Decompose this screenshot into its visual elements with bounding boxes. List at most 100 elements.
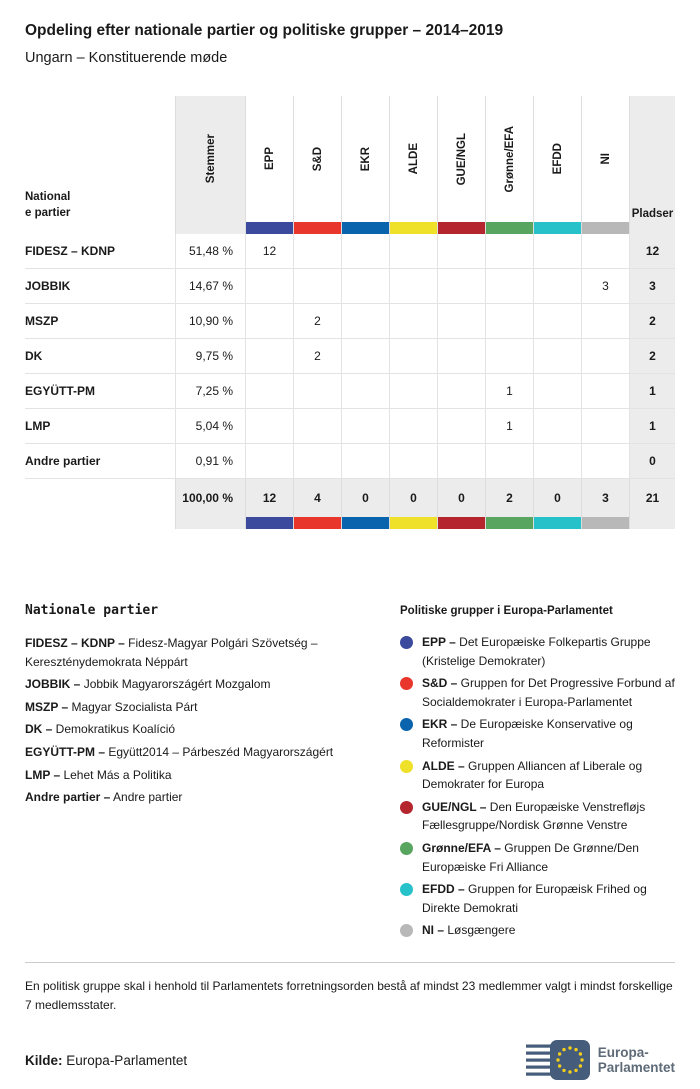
seat-cell <box>533 234 581 268</box>
national-party-legend-item: Andre partier – Andre partier <box>25 788 377 807</box>
group-column-header: EFDD <box>533 96 581 234</box>
political-group-legend-item: S&D – Gruppen for Det Progressive Forbun… <box>400 674 675 711</box>
footer-bar: Kilde: Europa-Parlamentet <box>25 1038 675 1082</box>
group-color-dot <box>400 677 413 691</box>
group-color-bar <box>246 517 293 529</box>
group-color-bar <box>390 517 437 529</box>
seat-cell <box>389 409 437 443</box>
political-group-legend-item: Grønne/EFA – Gruppen De Grønne/Den Europ… <box>400 839 675 876</box>
party-abbr: LMP – <box>25 767 61 782</box>
group-legend-text: ALDE – Gruppen Alliancen af Liberale og … <box>422 757 675 794</box>
group-abbr: ALDE – <box>422 758 465 773</box>
table-row: Andre partier 0,91 % 0 <box>25 444 675 479</box>
seat-cell: 1 <box>485 409 533 443</box>
divider-line <box>25 961 675 963</box>
seat-cell: 3 <box>581 269 629 303</box>
total-seat-cell: 0 <box>341 479 389 529</box>
group-color-bar <box>390 222 437 234</box>
seat-cell <box>293 234 341 268</box>
seat-cell <box>245 374 293 408</box>
group-legend-text: S&D – Gruppen for Det Progressive Forbun… <box>422 674 675 711</box>
total-pladser-cell: 21 <box>629 479 675 529</box>
group-color-dot <box>400 924 413 938</box>
political-group-legend-item: EKR – De Europæiske Konservative og Refo… <box>400 715 675 752</box>
seat-cell <box>293 409 341 443</box>
seat-cell <box>581 234 629 268</box>
table-header-row: National e partier Stemmer EPP S&D EKR A… <box>25 96 675 234</box>
seat-cell <box>389 269 437 303</box>
group-desc: Den Europæiske Venstrefløjs Fællesgruppe… <box>422 799 646 833</box>
group-legend-text: EFDD – Gruppen for Europæisk Frihed og D… <box>422 880 675 917</box>
seat-cell <box>341 269 389 303</box>
seat-cell <box>581 444 629 478</box>
pladser-header-cell: Pladser <box>629 96 675 234</box>
table-row: MSZP 10,90 % 2 2 <box>25 304 675 339</box>
party-desc: Jobbik Magyarországért Mozgalom <box>80 677 271 692</box>
group-abbr: NI – <box>422 923 445 938</box>
party-name-cell: JOBBIK <box>25 279 71 293</box>
seat-cell: 2 <box>293 304 341 338</box>
national-parties-list: FIDESZ – KDNP – Fidesz-Magyar Polgári Sz… <box>25 634 377 807</box>
votes-cell: 7,25 % <box>175 374 245 408</box>
group-column-header: S&D <box>293 96 341 234</box>
group-color-bar <box>534 222 581 234</box>
seat-cell <box>245 339 293 373</box>
national-party-legend-item: FIDESZ – KDNP – Fidesz-Magyar Polgári Sz… <box>25 634 377 671</box>
party-desc: Lehet Más a Politika <box>60 767 172 782</box>
seat-cell <box>341 339 389 373</box>
group-color-bar <box>342 517 389 529</box>
table-body: FIDESZ – KDNP 51,48 % 12 12 JOBBIK 14,67 … <box>25 234 675 479</box>
group-desc: De Europæiske Konservative og Reformiste… <box>422 717 633 750</box>
seat-cell: 12 <box>245 234 293 268</box>
table-row: LMP 5,04 % 1 1 <box>25 409 675 444</box>
group-legend-text: NI – Løsgængere <box>422 921 675 940</box>
group-header-label: EKR <box>359 146 372 172</box>
party-desc: Magyar Szocialista Párt <box>68 699 198 714</box>
votes-cell: 14,67 % <box>175 269 245 303</box>
total-seat-cell: 0 <box>533 479 581 529</box>
national-party-legend-item: JOBBIK – Jobbik Magyarországért Mozgalom <box>25 675 377 694</box>
group-abbr: EPP – <box>422 635 456 649</box>
group-column-header: Grønne/EFA <box>485 96 533 234</box>
group-color-bar <box>438 222 485 234</box>
total-seat-cell: 3 <box>581 479 629 529</box>
seat-cell <box>581 304 629 338</box>
seat-cell <box>389 374 437 408</box>
seat-cell <box>293 374 341 408</box>
group-header-label: S&D <box>311 146 324 172</box>
group-abbr: EKR – <box>422 717 458 732</box>
group-color-bar <box>294 222 341 234</box>
total-votes-cell: 100,00 % <box>175 479 245 529</box>
seat-cell <box>437 269 485 303</box>
seat-cell <box>341 444 389 478</box>
seat-cell <box>437 234 485 268</box>
group-column-header: EKR <box>341 96 389 234</box>
seat-cell <box>581 339 629 373</box>
group-header-label: NI <box>599 153 612 165</box>
party-abbr: EGYÜTT-PM – <box>25 744 106 759</box>
political-group-legend-item: ALDE – Gruppen Alliancen af Liberale og … <box>400 757 675 794</box>
group-column-header: GUE/NGL <box>437 96 485 234</box>
total-seat-cell: 0 <box>437 479 485 529</box>
party-abbr: MSZP – <box>25 699 69 714</box>
group-abbr: GUE/NGL – <box>422 799 487 814</box>
seat-cell <box>533 444 581 478</box>
group-header-label: EPP <box>263 147 276 171</box>
seat-cell <box>293 269 341 303</box>
page-title: Opdeling efter nationale partier og poli… <box>25 22 504 39</box>
table-row: EGYÜTT-PM 7,25 % 1 1 <box>25 374 675 409</box>
seat-cell <box>485 339 533 373</box>
table-total-row: 100,00 % 12 4 0 0 0 2 0 3 21 <box>25 479 675 529</box>
group-header-label: Grønne/EFA <box>503 125 516 193</box>
party-name-cell: EGYÜTT-PM <box>25 384 96 398</box>
ep-logo-wordmark: Europa- Parlamentet <box>598 1045 675 1076</box>
party-name-cell: FIDESZ – KDNP <box>25 244 116 258</box>
group-header-label: EFDD <box>551 143 564 175</box>
group-color-bar <box>342 222 389 234</box>
seat-cell <box>533 304 581 338</box>
group-legend-text: EKR – De Europæiske Konservative og Refo… <box>422 715 675 752</box>
group-column-header: ALDE <box>389 96 437 234</box>
legend-section: Nationale partier FIDESZ – KDNP – Fidesz… <box>25 603 675 944</box>
seat-cell <box>389 339 437 373</box>
national-party-legend-item: LMP – Lehet Más a Politika <box>25 766 377 785</box>
